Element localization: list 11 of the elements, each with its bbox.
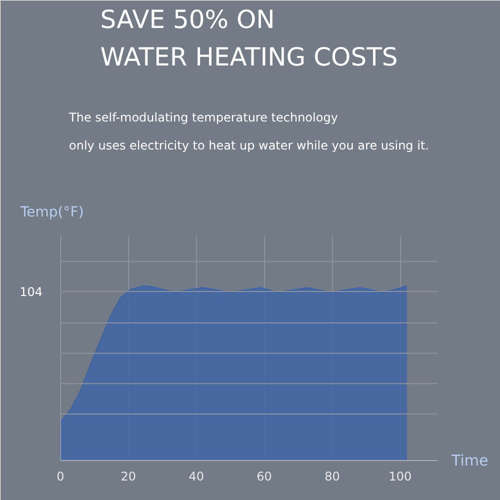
x-tick-label: 100	[388, 470, 412, 484]
x-tick-label: 80	[324, 470, 340, 484]
x-tick-label: 60	[256, 470, 272, 484]
text: 104	[20, 285, 42, 300]
chart-title: SAVE 50% ON WATER HEATING COSTS	[100, 4, 398, 72]
chart-subtitle: The self-modulating temperature technology only uses electricity to heat up water while you are using it.	[68, 110, 429, 152]
x-axis-title: Time	[450, 452, 488, 470]
x-tick-label: 20	[120, 470, 136, 484]
y-axis-title: Temp(°F)	[20, 204, 84, 220]
x-tick-label: 0	[56, 470, 64, 484]
x-tick-label: 40	[188, 470, 204, 484]
